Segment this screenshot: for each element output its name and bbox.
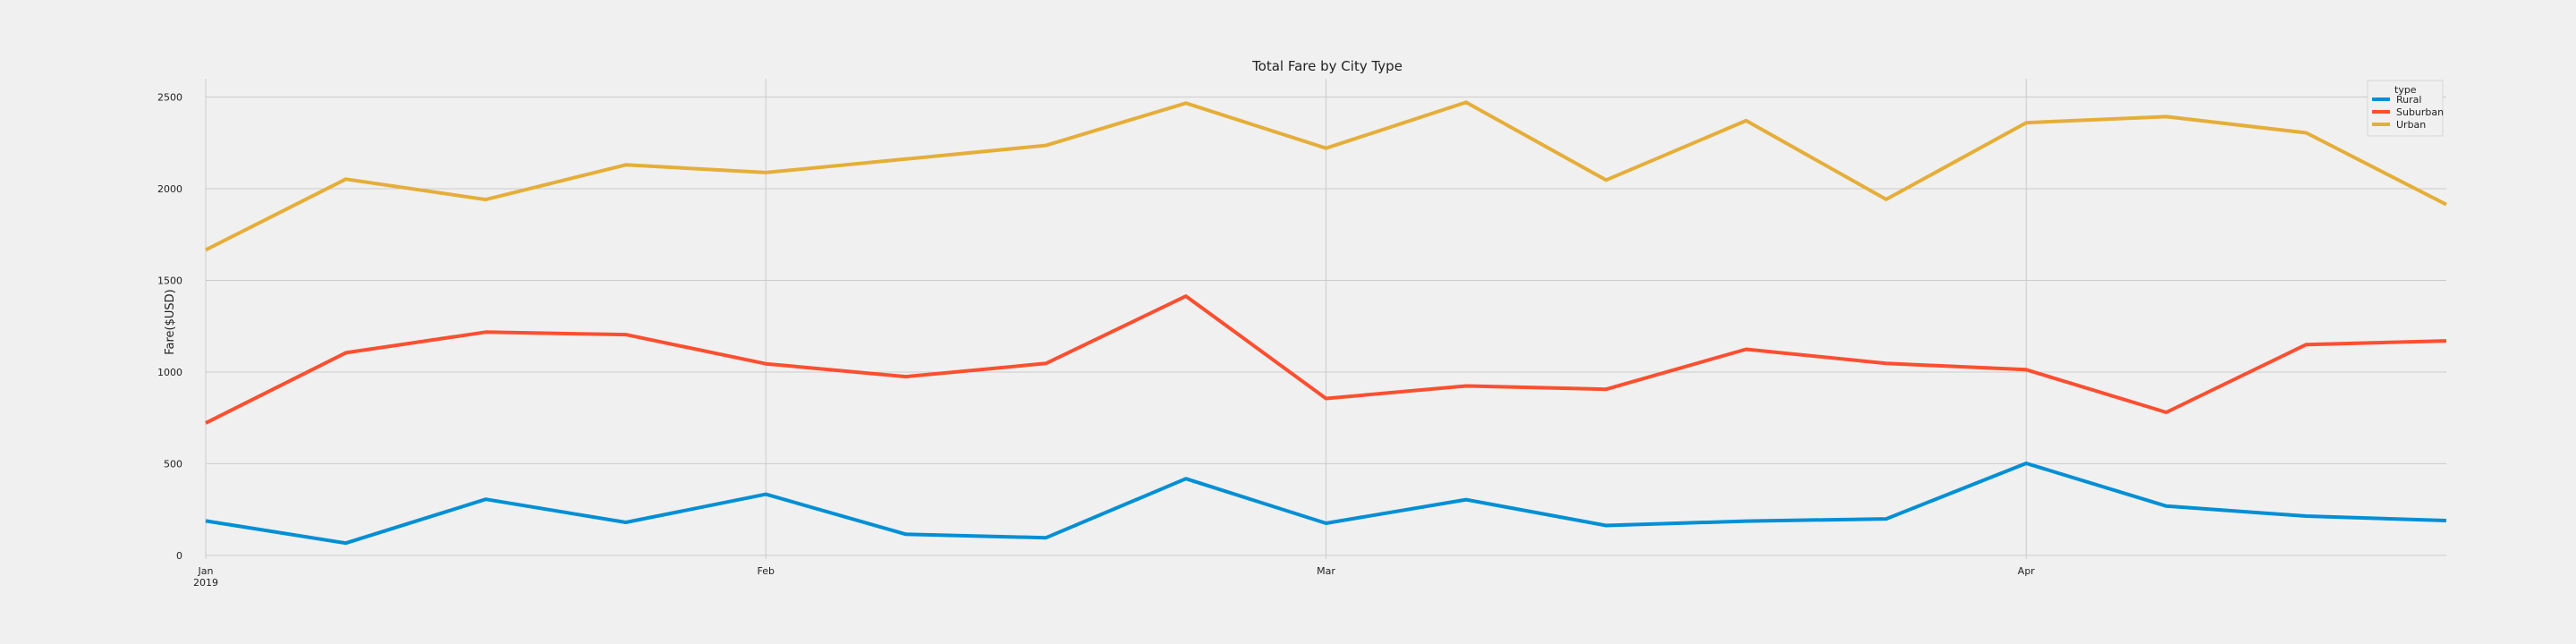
y-tick-label: 1000 xyxy=(157,367,182,378)
legend-box xyxy=(2367,80,2444,137)
x-tick-sublabel: 2019 xyxy=(193,577,218,589)
y-tick-label: 500 xyxy=(164,458,182,470)
y-tick-label: 2000 xyxy=(157,183,182,195)
series-line-urban xyxy=(205,100,2447,252)
y-tick-label: 0 xyxy=(176,550,182,562)
x-tick-label: Mar xyxy=(1317,565,1335,577)
series-line-suburban xyxy=(205,294,2447,425)
y-tick-label: 2500 xyxy=(157,91,182,103)
x-tick-label: Apr xyxy=(2018,565,2036,577)
y-tick-label: 1500 xyxy=(157,275,182,286)
series-line-rural xyxy=(205,462,2447,546)
legend-label-rural: Rural xyxy=(2396,94,2421,106)
series-lines xyxy=(205,100,2447,546)
x-tick-label: Feb xyxy=(758,565,775,577)
x-tick-label: Jan xyxy=(198,565,214,577)
chart-title: Total Fare by City Type xyxy=(1251,58,1402,74)
legend-title: type xyxy=(2394,84,2417,96)
y-axis-label: Fare($USD) xyxy=(164,289,177,355)
legend-label-urban: Urban xyxy=(2396,119,2426,131)
grid xyxy=(205,79,2446,559)
legend-label-suburban: Suburban xyxy=(2396,106,2444,118)
